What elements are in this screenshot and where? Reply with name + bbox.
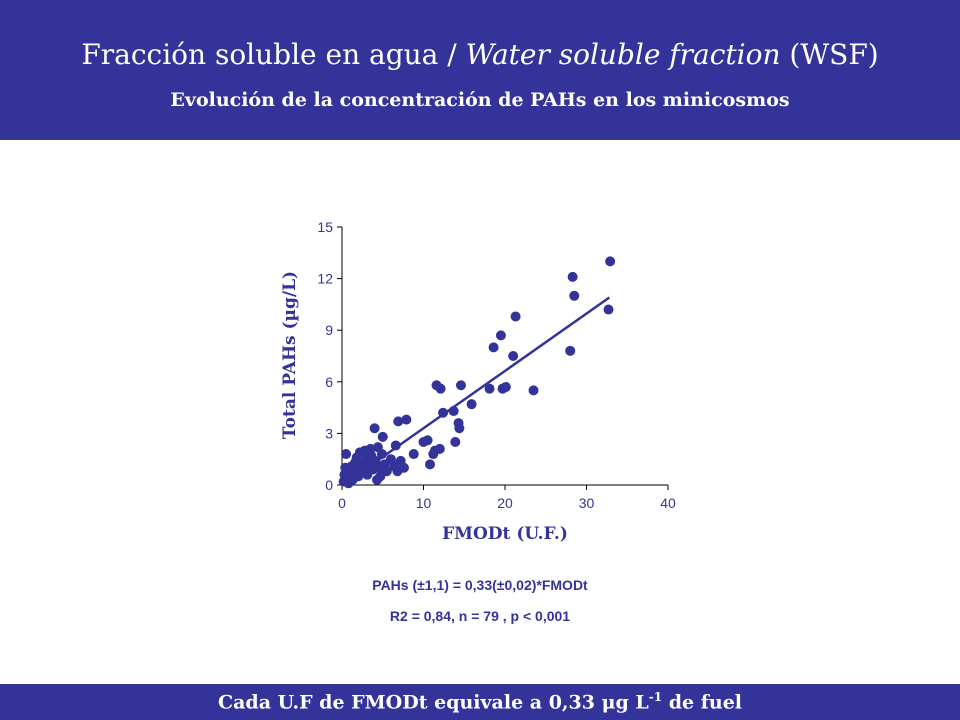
title-spanish: Fracción soluble en agua / (81, 38, 466, 71)
data-point (435, 383, 446, 394)
data-point (454, 423, 465, 434)
data-point (603, 304, 614, 315)
data-point (369, 423, 380, 434)
data-point (425, 459, 436, 470)
title-abbreviation: (WSF) (780, 38, 879, 71)
y-tick-label: 12 (317, 271, 333, 287)
data-point (390, 440, 401, 451)
page-title: Fracción soluble en agua / Water soluble… (0, 38, 960, 71)
data-point (569, 290, 580, 301)
y-tick-label: 9 (325, 322, 333, 338)
data-point (484, 383, 495, 394)
header-banner (0, 0, 960, 140)
y-axis-label: Total PAHs (µg/L) (280, 270, 300, 440)
y-tick-label: 15 (317, 219, 333, 235)
footer-superscript: -1 (648, 690, 663, 704)
footer-note: Cada U.F de FMODt equivale a 0,33 μg L-1… (0, 690, 960, 713)
data-point (500, 381, 511, 392)
page-subtitle: Evolución de la concentración de PAHs en… (170, 89, 790, 111)
data-point (393, 416, 404, 427)
data-point (466, 399, 477, 410)
data-point (508, 351, 519, 361)
data-point (455, 380, 466, 391)
data-point (528, 385, 539, 396)
x-tick-label: 10 (416, 495, 432, 511)
y-tick-label: 3 (325, 425, 333, 441)
data-point (495, 330, 506, 341)
chart-points (338, 256, 616, 489)
data-point (510, 311, 521, 322)
data-point (565, 345, 576, 356)
regression-line (349, 296, 611, 481)
scatter-chart: 0 3 6 9 12 15 0 10 20 30 40 (317, 219, 676, 511)
x-tick-label: 30 (579, 495, 595, 511)
x-tick-label: 20 (497, 495, 513, 511)
chart-trendline (349, 296, 611, 481)
data-point (434, 443, 445, 454)
title-english: Water soluble fraction (465, 38, 781, 71)
data-point (398, 462, 409, 473)
data-point (341, 449, 352, 460)
data-point (408, 449, 419, 460)
data-point (450, 437, 461, 447)
x-tick-label: 40 (660, 495, 676, 511)
footer-banner (0, 684, 960, 720)
regression-stats: R2 = 0,84, n = 79 , p < 0,001 (389, 608, 571, 624)
chart-axes: 0 3 6 9 12 15 0 10 20 30 40 (317, 219, 676, 511)
footer-text-start: Cada U.F de FMODt equivale a 0,33 μg L (217, 691, 649, 714)
data-point (488, 342, 499, 353)
data-point (422, 435, 433, 446)
data-point (605, 256, 616, 267)
footer-text-end: de fuel (662, 691, 743, 714)
x-tick-label: 0 (338, 495, 346, 511)
y-tick-label: 0 (325, 477, 333, 493)
x-axis-label: FMODt (U.F.) (442, 524, 568, 544)
data-point (567, 271, 578, 282)
data-point (401, 414, 412, 425)
y-tick-label: 6 (325, 374, 333, 390)
data-point (377, 431, 388, 442)
data-point (381, 466, 392, 477)
regression-equation: PAHs (±1,1) = 0,33(±0,02)*FMODt (372, 577, 588, 593)
